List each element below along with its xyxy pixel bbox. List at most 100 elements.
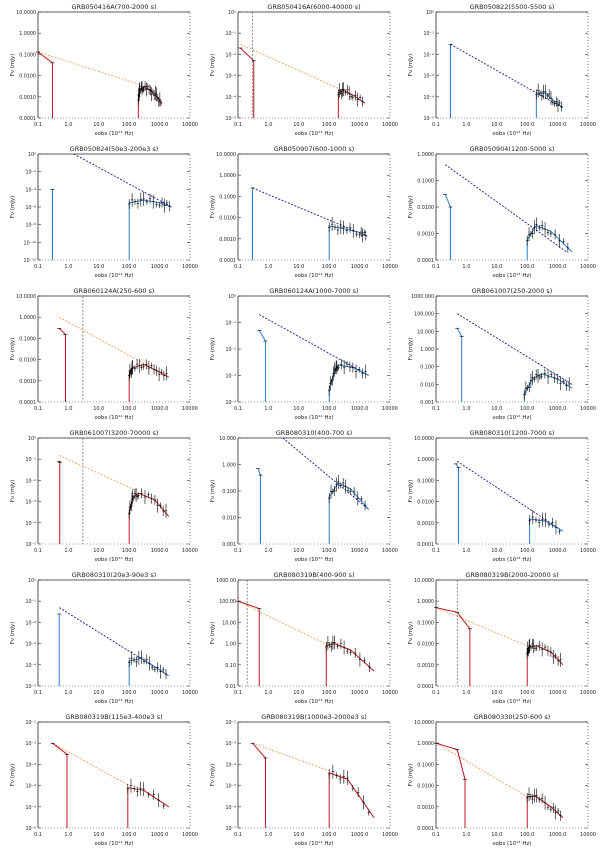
y-tick-label: 0.0100 xyxy=(19,358,36,364)
x-axis-label: νobs (10¹⁴ Hz) xyxy=(94,272,133,279)
y-tick-label: 10⁰ xyxy=(228,10,236,16)
y-tick-label: 0.0010 xyxy=(417,663,434,669)
y-axis-label: Fν (mJy) xyxy=(408,622,414,645)
y-tick-label: 10⁻¹ xyxy=(25,599,36,605)
sed-panel: GRB050822(5500-5500 s) 0.1 1.0 10.0 100.0 100… xyxy=(408,3,596,137)
x-tick-label: 100.0 xyxy=(122,406,136,412)
x-tick-label: 10.0 xyxy=(93,264,104,270)
y-axis-label: Fν (mJy) xyxy=(210,622,216,645)
y-tick-label: 10⁻⁵ xyxy=(25,684,36,690)
x-tick-label: 100.0 xyxy=(322,548,336,554)
y-tick-label: 10⁻⁴ xyxy=(25,663,36,669)
x-tick-label: 1.0 xyxy=(264,832,272,838)
x-tick-label: 10.0 xyxy=(93,832,104,838)
xray-model-line xyxy=(128,199,172,260)
x-tick-label: 1000.0 xyxy=(151,832,169,838)
x-tick-label: 10.0 xyxy=(93,690,104,696)
y-tick-label: 10⁻¹ xyxy=(25,457,36,463)
xray-model-line xyxy=(127,787,170,828)
y-tick-label: 10⁻² xyxy=(423,52,434,58)
y-axis-label: Fν (mJy) xyxy=(210,338,216,361)
y-tick-label: 10⁻⁴ xyxy=(25,784,36,790)
sed-panel: GRB050416A(6000-40000 s) 0.1 1.0 10.0 100.0 1… xyxy=(210,3,398,137)
x-tick-label: 1.0 xyxy=(264,406,272,412)
x-tick-label: 0.1 xyxy=(432,548,440,554)
x-tick-label: 100.0 xyxy=(520,690,534,696)
extrapolation-dashed-line xyxy=(457,313,573,385)
x-tick-label: 1.0 xyxy=(264,122,272,128)
y-tick-label: 1.0000 xyxy=(19,315,36,321)
x-axis-label: νobs (10¹⁴ Hz) xyxy=(492,272,531,279)
x-tick-label: 10.0 xyxy=(293,548,304,554)
y-tick-label: 10⁻³ xyxy=(225,74,236,80)
y-tick-label: 1.000 xyxy=(420,347,434,353)
y-tick-label: 0.1000 xyxy=(417,179,434,185)
x-axis-label: νobs (10¹⁴ Hz) xyxy=(294,556,333,563)
sed-panel: GRB061007(3200-70000 s) 0.1 1.0 10.0 100.0 10… xyxy=(10,429,198,563)
y-tick-label: 10.0000 xyxy=(414,720,434,726)
y-axis-label: Fν (mJy) xyxy=(408,196,414,219)
y-tick-label: 10.0000 xyxy=(216,152,236,158)
x-tick-label: 10000 xyxy=(382,122,398,128)
y-tick-label: 1.0000 xyxy=(417,741,434,747)
plot-frame xyxy=(435,295,589,403)
x-tick-label: 10000 xyxy=(382,264,398,270)
y-tick-label: 0.1000 xyxy=(19,52,36,58)
panel-title: GRB080330(250-600 s) xyxy=(474,713,551,721)
extrapolation-dashed-line xyxy=(240,43,339,89)
y-tick-label: 10.0000 xyxy=(414,578,434,584)
y-tick-label: 100.000 xyxy=(414,312,434,318)
x-tick-label: 1000.0 xyxy=(351,406,369,412)
x-tick-label: 1000.0 xyxy=(351,122,369,128)
y-tick-label: 0.0100 xyxy=(19,74,36,80)
x-tick-label: 10.0 xyxy=(93,406,104,412)
x-tick-label: 100.0 xyxy=(520,548,534,554)
sed-panel: GRB060124A(1000-7000 s) 0.1 1.0 10.0 100.0 10… xyxy=(210,287,398,421)
y-tick-label: 10⁻³ xyxy=(25,500,36,506)
x-tick-label: 100.0 xyxy=(122,832,136,838)
panel-title: GRB050907(600-1000 s) xyxy=(274,145,355,153)
x-axis-label: νobs (10¹⁴ Hz) xyxy=(94,130,133,137)
y-tick-label: 10⁰ xyxy=(28,578,36,584)
x-tick-label: 10.0 xyxy=(293,406,304,412)
x-tick-label: 10000 xyxy=(182,264,198,270)
x-tick-label: 1.0 xyxy=(462,122,470,128)
x-tick-label: 10.0 xyxy=(293,264,304,270)
x-tick-label: 1000.0 xyxy=(351,264,369,270)
y-tick-label: 0.0001 xyxy=(19,400,36,406)
x-tick-label: 100.0 xyxy=(122,122,136,128)
plot-frame xyxy=(237,153,391,261)
x-tick-label: 0.1 xyxy=(234,264,242,270)
panel-title: GRB060124A(1000-7000 s) xyxy=(269,287,358,295)
extrapolation-dashed-line xyxy=(435,742,528,798)
x-tick-label: 0.1 xyxy=(234,122,242,128)
optical-model-line xyxy=(58,461,61,544)
sed-panel: GRB080310(1200-7000 s) 0.1 1.0 10.0 100.0 100… xyxy=(408,429,596,563)
y-tick-label: 10⁻⁴ xyxy=(225,762,236,768)
optical-model-line xyxy=(58,327,66,402)
y-tick-label: 1.00 xyxy=(225,642,236,648)
plot-frame xyxy=(237,295,391,403)
sed-panel: GRB050416A(700-2000 s) 0.1 1.0 10.0 100.0 100… xyxy=(10,3,198,137)
extrapolation-dashed-line xyxy=(457,460,564,532)
y-tick-label: 0.0001 xyxy=(219,258,236,264)
sed-panel: GRB080319B(2000-20000 s) 0.1 1.0 10.0 100.0 1… xyxy=(408,571,596,705)
optical-model-line xyxy=(257,468,262,544)
x-tick-label: 10000 xyxy=(580,690,596,696)
x-tick-label: 1000.0 xyxy=(549,690,567,696)
y-tick-label: 10⁰ xyxy=(228,294,236,300)
sed-panel: GRB060124A(250-600 s) 0.1 1.0 10.0 100.0 1000… xyxy=(10,287,198,421)
panel-title: GRB050822(5500-5500 s) xyxy=(470,3,555,11)
xray-model-line xyxy=(328,482,370,544)
extrapolation-dashed-line xyxy=(59,607,169,677)
y-tick-label: 10⁻⁴ xyxy=(423,95,434,101)
x-tick-label: 0.1 xyxy=(234,690,242,696)
y-axis-label: Fν (mJy) xyxy=(210,480,216,503)
x-axis-label: νobs (10¹⁴ Hz) xyxy=(492,130,531,137)
y-axis-label: Fν (mJy) xyxy=(10,764,16,787)
sed-panel: GRB050824(50e3-200e3 s) 0.1 1.0 10.0 100.0 10… xyxy=(10,145,198,279)
panel-title: GRB080319B(400-900 s) xyxy=(274,571,355,579)
extrapolation-dashed-line xyxy=(52,742,130,786)
extrapolation-dashed-line xyxy=(259,314,369,376)
y-tick-label: 10⁰ xyxy=(28,152,36,158)
